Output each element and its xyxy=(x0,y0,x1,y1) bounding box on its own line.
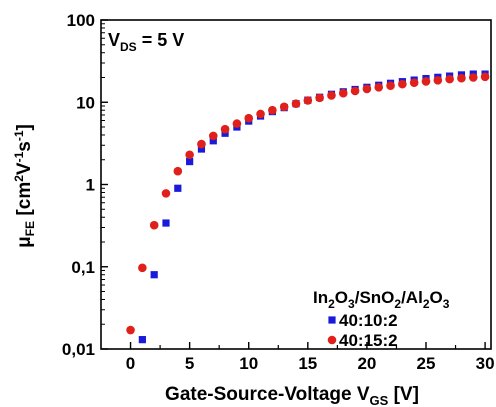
data-point-circle xyxy=(409,78,419,87)
data-point-circle xyxy=(220,124,230,134)
legend-title-part: O xyxy=(335,288,348,307)
legend-title-part: In xyxy=(313,288,328,307)
y-tick-label: 100 xyxy=(67,11,95,30)
legend-title-part: 3 xyxy=(443,297,450,311)
data-point-square xyxy=(197,145,206,153)
data-point-circle xyxy=(126,325,135,335)
data-point-circle xyxy=(291,99,301,109)
data-point-circle xyxy=(457,73,466,83)
legend-title: In2O3/SnO2/Al2O3 xyxy=(313,288,450,311)
legend-marker-square xyxy=(328,316,336,324)
x-axis-title: Gate-Source-Voltage VGS [V] xyxy=(165,384,419,407)
data-point-circle xyxy=(197,139,206,149)
x-tick-label: 30 xyxy=(476,354,495,373)
data-point-circle xyxy=(268,105,277,115)
data-point-circle xyxy=(161,189,171,198)
data-point-circle xyxy=(232,119,242,128)
x-tick-label: 25 xyxy=(417,354,436,373)
data-point-square xyxy=(174,184,182,192)
legend-label: 40:15:2 xyxy=(339,331,398,350)
x-tick-label: 20 xyxy=(357,354,376,373)
data-point-circle xyxy=(480,72,490,82)
axis-ticks: 0 5 10 15 20 25 30 0,01 0,1 1 10 100 xyxy=(62,11,495,373)
y-tick-label: 0,1 xyxy=(71,258,95,277)
legend-items: 40:10:240:15:2 xyxy=(327,311,398,350)
legend-title-part: 2 xyxy=(423,297,430,311)
x-tick-label: 0 xyxy=(126,354,135,373)
data-point-circle xyxy=(386,81,395,90)
x-tick-label: 10 xyxy=(239,354,258,373)
y-tick-label: 1 xyxy=(86,176,95,195)
y-axis-title: μFE [cm2V-1s-1] xyxy=(12,124,37,248)
x-tick-label: 15 xyxy=(298,354,317,373)
data-point-square xyxy=(186,157,194,166)
legend-label: 40:10:2 xyxy=(339,311,398,330)
legend-title-part: 3 xyxy=(348,297,355,311)
data-point-circle xyxy=(173,166,183,176)
x-tick-label: 5 xyxy=(185,354,194,373)
y-tick-label: 0,01 xyxy=(62,340,95,359)
data-point-square xyxy=(162,219,170,227)
data-point-circle xyxy=(327,91,336,100)
data-point-circle xyxy=(303,96,313,105)
legend-title-part: 2 xyxy=(394,297,401,311)
data-point-circle xyxy=(315,93,324,103)
data-point-circle xyxy=(350,86,360,96)
data-point-circle xyxy=(244,113,254,123)
data-point-square xyxy=(138,336,146,344)
legend-marker-circle xyxy=(327,335,337,345)
data-point-circle xyxy=(208,131,218,141)
data-point-circle xyxy=(256,109,265,119)
data-point-square xyxy=(150,271,158,279)
legend-title-part: /Al xyxy=(401,288,423,307)
data-point-circle xyxy=(338,88,348,98)
legend-title-part: /SnO xyxy=(355,288,395,307)
data-point-circle xyxy=(421,77,431,86)
data-point-circle xyxy=(279,102,289,112)
y-tick-label: 10 xyxy=(76,93,95,112)
data-points xyxy=(126,70,490,344)
data-point-circle xyxy=(138,263,147,273)
vds-annotation: VDS = 5 V xyxy=(108,30,184,54)
legend-title-part: O xyxy=(430,288,443,307)
legend: In2O3/SnO2/Al2O3 40:10:240:15:2 xyxy=(313,288,450,350)
data-point-circle xyxy=(374,82,384,92)
data-point-square xyxy=(209,137,217,145)
data-point-circle xyxy=(398,79,407,89)
legend-title-part: 2 xyxy=(328,297,335,311)
data-point-circle xyxy=(362,84,372,94)
data-point-circle xyxy=(149,220,159,230)
data-point-circle xyxy=(185,150,194,160)
data-point-circle xyxy=(445,74,454,84)
data-point-circle xyxy=(433,75,443,85)
data-point-circle xyxy=(468,73,478,82)
